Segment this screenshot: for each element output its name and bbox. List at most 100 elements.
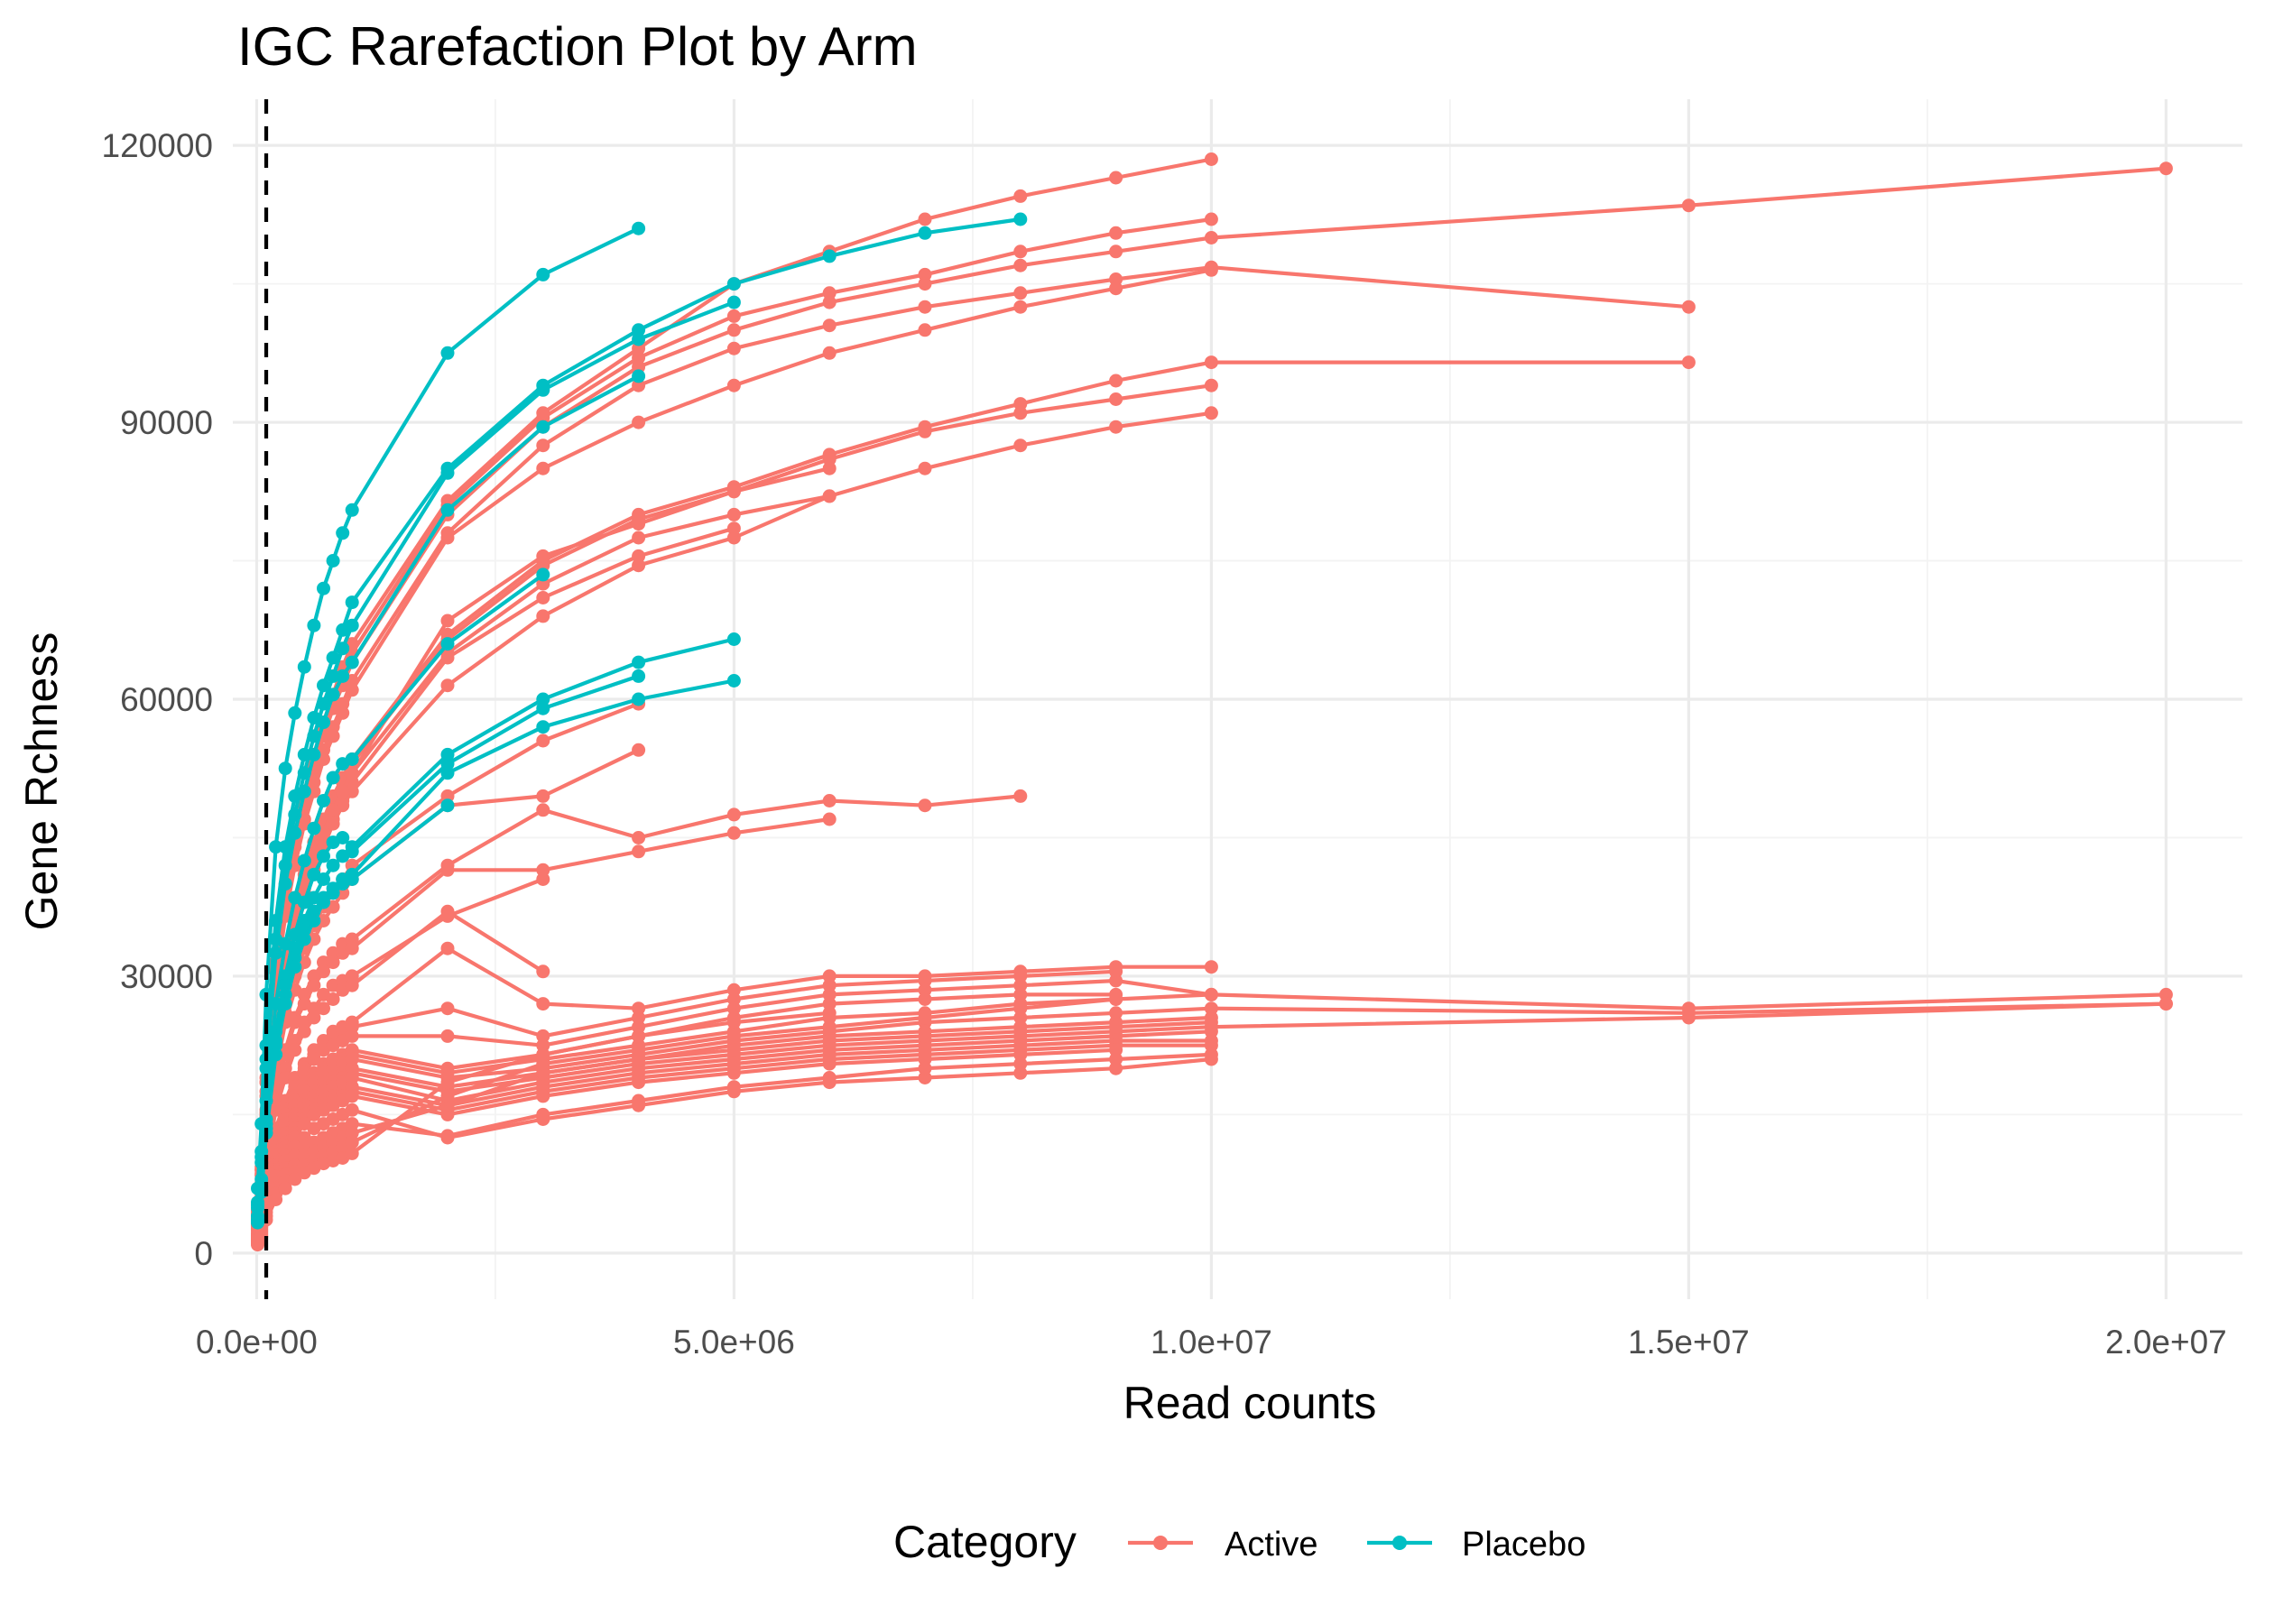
data-point	[1013, 189, 1028, 203]
data-point	[632, 378, 646, 392]
data-point	[345, 618, 359, 632]
x-axis-tick-labels: 0.0e+00 5.0e+06 1.0e+07 1.5e+07 2.0e+07	[196, 1324, 2227, 1361]
data-point	[278, 877, 292, 891]
data-point	[317, 872, 330, 886]
data-point	[918, 1010, 932, 1025]
data-point	[440, 1089, 455, 1103]
y-axis-title: Gene Rchness	[16, 632, 67, 931]
data-point	[1109, 420, 1123, 434]
data-point	[440, 863, 455, 877]
data-point	[1013, 286, 1028, 300]
data-point	[317, 914, 330, 927]
data-point	[726, 323, 741, 337]
data-point	[726, 295, 741, 309]
data-point	[822, 489, 837, 503]
data-point	[288, 1043, 302, 1057]
data-point	[918, 1029, 932, 1043]
data-point	[726, 378, 741, 392]
data-point	[822, 461, 837, 475]
data-point	[307, 747, 321, 761]
legend-key-point-active	[1153, 1536, 1168, 1550]
data-point	[345, 1029, 359, 1043]
legend-key-point-placebo	[1392, 1536, 1407, 1550]
y-tick-label: 30000	[120, 958, 213, 995]
data-point	[317, 581, 330, 595]
data-point	[536, 872, 550, 886]
data-point	[1013, 969, 1028, 983]
data-point	[326, 554, 340, 567]
data-point	[918, 424, 932, 438]
data-point	[822, 794, 837, 807]
data-point	[326, 803, 340, 817]
data-point	[288, 1015, 302, 1029]
series-active	[251, 1006, 837, 1252]
data-point	[1204, 378, 1218, 392]
data-point	[632, 1093, 646, 1108]
data-point	[632, 1075, 646, 1090]
data-point	[632, 1029, 646, 1043]
data-point	[1109, 281, 1123, 296]
data-point	[269, 946, 283, 960]
data-point	[1109, 392, 1123, 406]
data-point	[726, 674, 741, 687]
data-point	[822, 295, 837, 309]
data-point	[1109, 171, 1123, 185]
data-point	[726, 484, 741, 499]
data-point	[336, 706, 350, 720]
data-point	[440, 1001, 455, 1016]
data-point	[1681, 300, 1696, 314]
data-point	[440, 466, 455, 480]
data-point	[1204, 1047, 1218, 1062]
data-point	[440, 503, 455, 517]
data-point	[726, 1001, 741, 1016]
data-point	[345, 655, 359, 669]
data-point	[726, 507, 741, 521]
major-gridlines	[233, 99, 2242, 1299]
data-point	[536, 383, 550, 397]
data-point	[632, 655, 646, 669]
data-point	[726, 632, 741, 646]
legend-title: Category	[893, 1517, 1077, 1567]
data-point	[536, 420, 550, 434]
data-point	[918, 992, 932, 1006]
data-point	[536, 720, 550, 734]
data-point	[345, 1126, 359, 1140]
data-point	[726, 826, 741, 840]
data-point	[297, 784, 311, 798]
data-point	[440, 941, 455, 955]
data-point	[1109, 374, 1123, 388]
data-point	[278, 1181, 292, 1195]
data-point	[918, 323, 932, 337]
data-point	[536, 1107, 550, 1121]
data-point	[440, 766, 455, 780]
data-point	[632, 531, 646, 545]
data-point	[822, 969, 837, 983]
data-point	[536, 789, 550, 803]
data-point	[822, 1006, 837, 1020]
data-point	[632, 669, 646, 683]
data-point	[345, 1089, 359, 1103]
x-tick-label: 5.0e+06	[673, 1324, 795, 1361]
data-point	[726, 1043, 741, 1057]
data-point	[1109, 1052, 1123, 1066]
y-tick-label: 90000	[120, 404, 213, 441]
data-point	[440, 531, 455, 545]
series-placebo	[251, 221, 646, 1195]
chart-title: IGC Rarefaction Plot by Arm	[237, 16, 918, 77]
data-point	[345, 595, 359, 610]
data-point	[632, 517, 646, 531]
data-point	[336, 526, 350, 540]
data-point	[1109, 1020, 1123, 1034]
data-point	[536, 567, 550, 582]
series-layer	[251, 152, 2173, 1252]
data-point	[251, 1215, 264, 1230]
data-point	[345, 872, 359, 886]
data-point	[536, 549, 550, 563]
data-point	[307, 932, 321, 946]
data-point	[632, 332, 646, 346]
data-point	[278, 997, 292, 1011]
data-point	[326, 886, 340, 900]
data-point	[345, 844, 359, 859]
data-point	[918, 300, 932, 314]
